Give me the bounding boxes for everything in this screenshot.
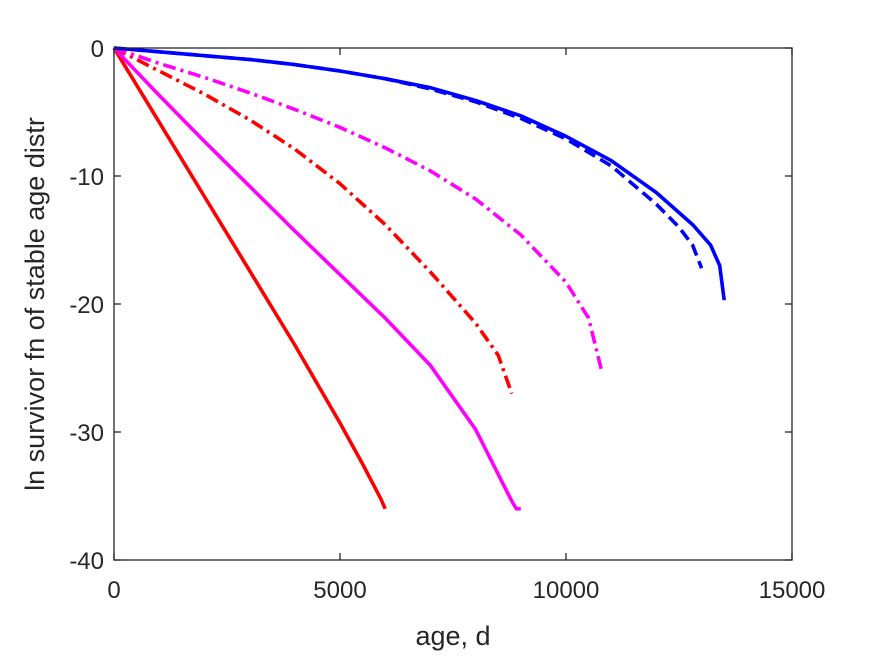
series-line-3 (113, 46, 514, 395)
y-tick-label: -40 (69, 548, 104, 575)
x-axis-label: age, d (415, 621, 490, 651)
axes-layer: 0 5000 10000 15000 -40 -30 -20 -10 0 (69, 36, 825, 604)
y-tick-label: -30 (69, 420, 104, 447)
y-tick-label: 0 (91, 36, 104, 63)
x-tick-label: 15000 (759, 577, 826, 604)
series-line-2 (112, 46, 521, 511)
x-tick-label: 5000 (313, 577, 366, 604)
y-tick-label: -20 (69, 292, 104, 319)
series-layer (112, 46, 726, 511)
y-axis-label: ln survivor fn of stable age distr (20, 117, 50, 491)
x-tick-label: 0 (107, 577, 120, 604)
series-line-1 (112, 47, 387, 510)
series-line-4 (113, 46, 604, 374)
y-tick-label: -10 (69, 164, 104, 191)
series-line-6 (113, 46, 726, 301)
x-tick-label: 10000 (533, 577, 600, 604)
